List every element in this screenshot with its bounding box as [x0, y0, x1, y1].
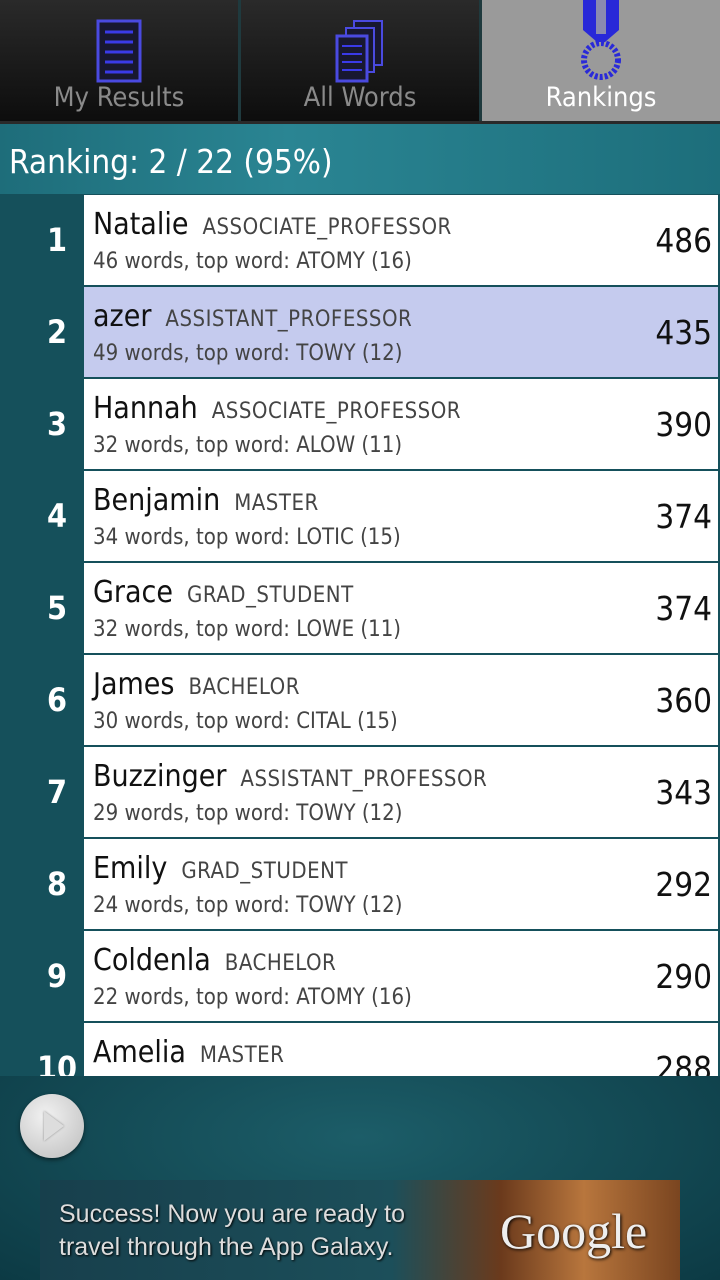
tab-label: Rankings [545, 82, 657, 113]
rankings-list[interactable]: 1 Natalie ASSOCIATE_PROFESSOR 46 words, t… [0, 194, 720, 1076]
ranking-row[interactable]: 1 Natalie ASSOCIATE_PROFESSOR 46 words, t… [0, 195, 720, 285]
document-icon [96, 19, 142, 83]
player-name: Coldenla [93, 943, 211, 978]
player-score: 486 [655, 221, 712, 260]
ranking-row[interactable]: 4 Benjamin MASTER 34 words, top word: LOT… [0, 471, 720, 561]
medal-icon [581, 0, 621, 80]
ranking-card[interactable]: Amelia MASTER 288 [84, 1023, 718, 1076]
player-name: Emily [93, 851, 168, 886]
player-score: 390 [655, 405, 712, 444]
player-rank: GRAD_STUDENT [181, 859, 348, 884]
ranking-summary: Ranking: 2 / 22 (95%) [9, 142, 333, 181]
player-name: Hannah [93, 391, 198, 426]
ad-line-2: travel through the App Galaxy. [59, 1233, 394, 1261]
player: James BACHELOR [93, 667, 300, 702]
rank-position: 9 [46, 957, 68, 995]
ad-banner[interactable]: Success! Now you are ready to travel thro… [40, 1180, 680, 1280]
ranking-row[interactable]: 8 Emily GRAD_STUDENT 24 words, top word: … [0, 839, 720, 929]
player-rank: ASSISTANT_PROFESSOR [240, 767, 488, 792]
player-stats: 32 words, top word: LOWE (11) [93, 617, 402, 642]
tab-label: All Words [303, 82, 417, 113]
player-score: 360 [655, 681, 712, 720]
rank-position: 2 [46, 313, 68, 351]
player: Buzzinger ASSISTANT_PROFESSOR [93, 759, 487, 794]
ranking-row[interactable]: 6 James BACHELOR 30 words, top word: CITA… [0, 655, 720, 745]
player-score: 374 [655, 589, 712, 628]
ad-line-1: Success! Now you are ready to [59, 1200, 405, 1228]
player-stats: 30 words, top word: CITAL (15) [93, 709, 398, 734]
ranking-card[interactable]: Coldenla BACHELOR 22 words, top word: ATO… [84, 931, 718, 1021]
tab-all-words[interactable]: All Words [241, 0, 482, 121]
ranking-row[interactable]: 7 Buzzinger ASSISTANT_PROFESSOR 29 words,… [0, 747, 720, 837]
ranking-row[interactable]: 10 Amelia MASTER 288 [0, 1023, 720, 1076]
ranking-card[interactable]: Buzzinger ASSISTANT_PROFESSOR 29 words, t… [84, 747, 718, 837]
rank-position: 5 [46, 589, 68, 627]
ranking-card[interactable]: Emily GRAD_STUDENT 24 words, top word: TO… [84, 839, 718, 929]
player: Benjamin MASTER [93, 483, 319, 518]
player: Amelia MASTER [93, 1035, 284, 1070]
ranking-card[interactable]: Hannah ASSOCIATE_PROFESSOR 32 words, top … [84, 379, 718, 469]
player-name: James [93, 667, 175, 702]
player-score: 435 [655, 313, 712, 352]
ranking-row[interactable]: 2 azer ASSISTANT_PROFESSOR 49 words, top … [0, 287, 720, 377]
player-rank: ASSOCIATE_PROFESSOR [211, 399, 462, 424]
player-rank: BACHELOR [224, 951, 337, 976]
ranking-card[interactable]: Natalie ASSOCIATE_PROFESSOR 46 words, top… [84, 195, 718, 285]
ranking-card[interactable]: azer ASSISTANT_PROFESSOR 49 words, top wo… [84, 287, 718, 377]
player-stats: 32 words, top word: ALOW (11) [93, 433, 403, 458]
player-name: Benjamin [93, 483, 221, 518]
player-score: 288 [655, 1049, 712, 1076]
player-rank: GRAD_STUDENT [187, 583, 354, 608]
player-score: 292 [655, 865, 712, 904]
player-stats: 34 words, top word: LOTIC (15) [93, 525, 401, 550]
player-stats: 46 words, top word: ATOMY (16) [93, 249, 412, 274]
player: Grace GRAD_STUDENT [93, 575, 354, 610]
player: azer ASSISTANT_PROFESSOR [93, 299, 412, 334]
player-name: Amelia [93, 1035, 186, 1070]
player-score: 290 [655, 957, 712, 996]
play-button[interactable] [20, 1094, 84, 1158]
player-score: 343 [655, 773, 712, 812]
player-rank: MASTER [199, 1043, 285, 1068]
player-name: Buzzinger [93, 759, 227, 794]
rank-position: 3 [46, 405, 68, 443]
tab-rankings[interactable]: Rankings [482, 0, 720, 121]
tab-bar: My Results All Words Rankings [0, 0, 720, 124]
ranking-row[interactable]: 5 Grace GRAD_STUDENT 32 words, top word: … [0, 563, 720, 653]
player-name: azer [93, 299, 152, 334]
ranking-row[interactable]: 9 Coldenla BACHELOR 22 words, top word: A… [0, 931, 720, 1021]
rank-position: 8 [46, 865, 68, 903]
player-stats: 24 words, top word: TOWY (12) [93, 893, 403, 918]
player-rank: ASSOCIATE_PROFESSOR [202, 215, 452, 240]
tab-my-results[interactable]: My Results [0, 0, 241, 121]
player: Natalie ASSOCIATE_PROFESSOR [93, 207, 452, 242]
player-stats: 49 words, top word: TOWY (12) [93, 341, 403, 366]
ranking-header: Ranking: 2 / 22 (95%) [0, 124, 720, 194]
player: Hannah ASSOCIATE_PROFESSOR [93, 391, 461, 426]
player-rank: MASTER [234, 491, 319, 516]
player: Emily GRAD_STUDENT [93, 851, 348, 886]
rank-position: 7 [46, 773, 68, 811]
rank-position: 6 [46, 681, 68, 719]
player-stats: 22 words, top word: ATOMY (16) [93, 985, 412, 1010]
rank-position: 4 [46, 497, 68, 535]
tab-label: My Results [53, 82, 185, 113]
rank-position: 1 [46, 221, 68, 259]
rank-position: 10 [36, 1049, 78, 1076]
ranking-card[interactable]: Benjamin MASTER 34 words, top word: LOTIC… [84, 471, 718, 561]
ranking-row[interactable]: 3 Hannah ASSOCIATE_PROFESSOR 32 words, to… [0, 379, 720, 469]
ad-text: Success! Now you are ready to travel thro… [59, 1198, 405, 1264]
player-rank: ASSISTANT_PROFESSOR [165, 307, 413, 332]
ranking-card[interactable]: James BACHELOR 30 words, top word: CITAL … [84, 655, 718, 745]
player-name: Grace [93, 575, 173, 610]
player-stats: 29 words, top word: TOWY (12) [93, 801, 403, 826]
ranking-card[interactable]: Grace GRAD_STUDENT 32 words, top word: LO… [84, 563, 718, 653]
ad-brand-logo: Google [500, 1203, 648, 1259]
documents-icon [335, 20, 383, 83]
player-name: Natalie [93, 207, 189, 242]
player-rank: BACHELOR [188, 675, 300, 700]
player-score: 374 [655, 497, 712, 536]
player: Coldenla BACHELOR [93, 943, 336, 978]
